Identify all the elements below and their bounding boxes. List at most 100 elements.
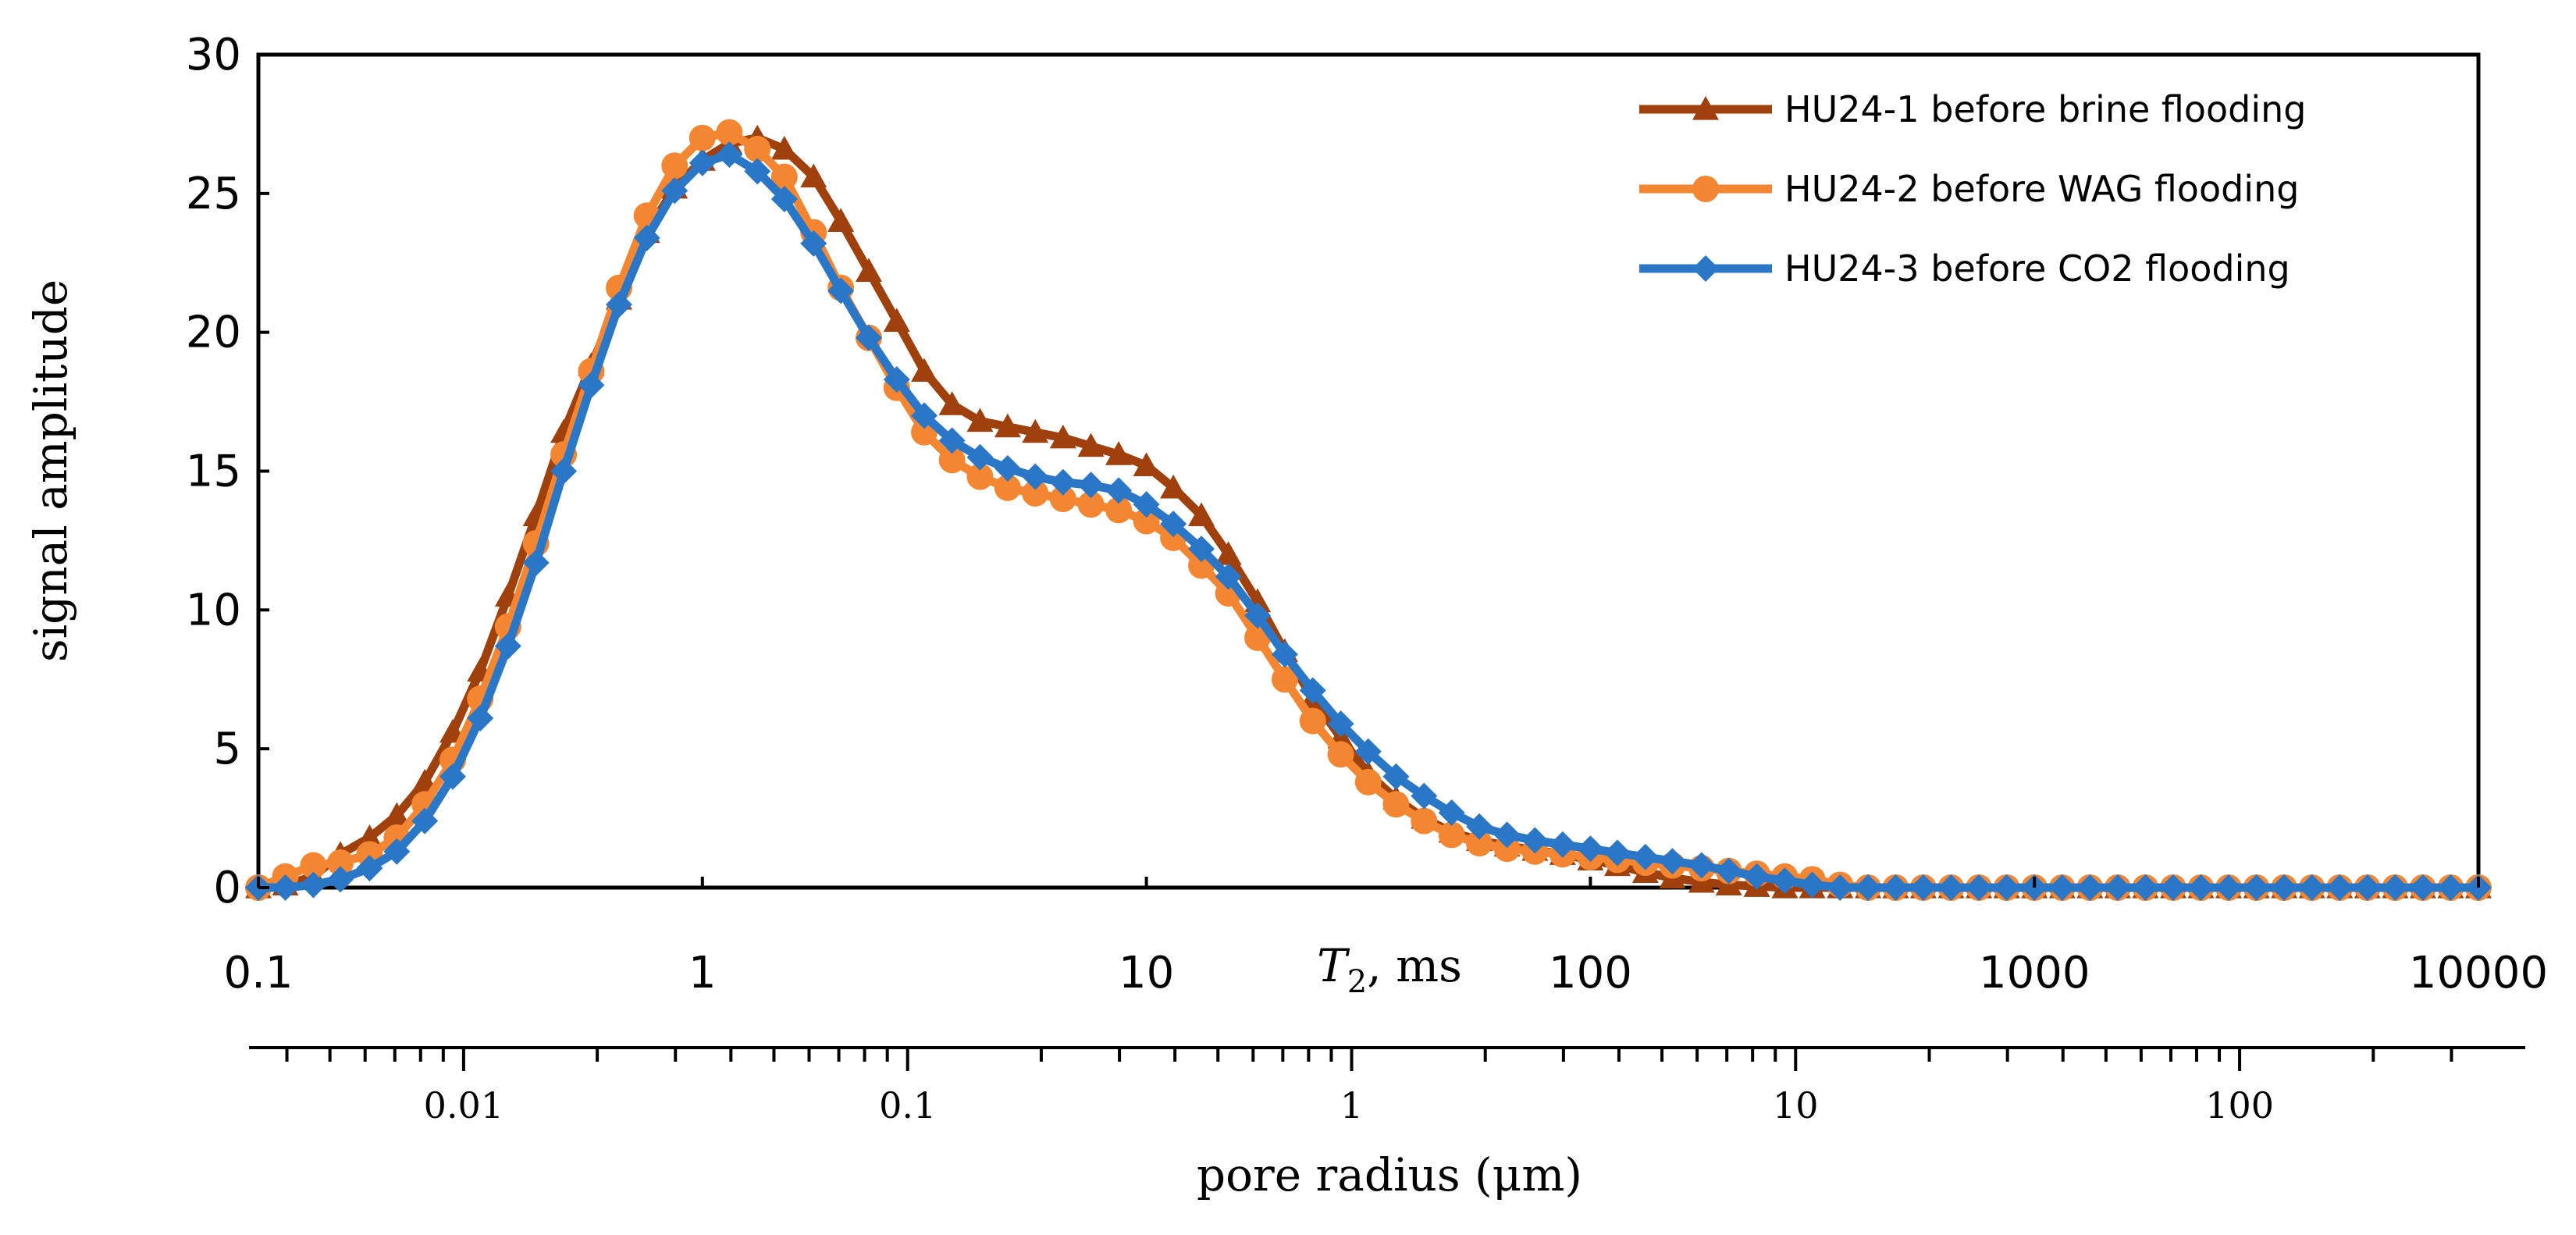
y-tick-label: 15	[186, 447, 241, 497]
data-point-diamond	[1577, 835, 1604, 863]
y-tick-label: 10	[186, 585, 241, 635]
data-point-diamond	[827, 277, 855, 304]
x-tick-label: 0.1	[223, 948, 293, 998]
y-tick-label: 20	[186, 308, 241, 358]
data-point-circle	[661, 152, 688, 180]
data-point-diamond	[661, 177, 688, 205]
x-tick-label: 1000	[1979, 948, 2090, 998]
data-point-diamond	[522, 549, 550, 576]
data-point-triangle	[827, 208, 855, 232]
x-axis-label-t2: T2, ms	[1317, 939, 1462, 1000]
data-point-triangle	[883, 308, 910, 333]
data-point-circle	[1382, 791, 1410, 818]
data-point-diamond	[1743, 863, 1770, 890]
data-point-diamond	[1993, 874, 2020, 901]
data-point-diamond	[383, 838, 411, 865]
data-point-circle	[300, 852, 327, 879]
data-point-triangle	[383, 802, 411, 827]
data-point-triangle	[800, 163, 827, 188]
data-point-triangle	[1160, 474, 1187, 499]
x-tick-label: 1	[688, 948, 717, 998]
data-point-diamond	[1521, 827, 1549, 854]
data-point-diamond	[411, 807, 439, 835]
data-point-triangle	[1692, 96, 1719, 120]
data-point-diamond	[1909, 874, 1937, 901]
data-point-diamond	[1631, 843, 1659, 870]
data-point-circle	[327, 849, 354, 876]
pore-radius-tick-label: 0.01	[424, 1084, 503, 1126]
data-point-circle	[966, 463, 994, 490]
data-point-diamond	[1215, 563, 1242, 590]
data-point-triangle	[1215, 541, 1242, 565]
data-point-circle	[938, 447, 966, 474]
data-point-diamond	[439, 763, 466, 790]
data-point-circle	[1327, 741, 1354, 768]
x-tick-label: 10	[1119, 948, 1174, 998]
data-point-diamond	[1188, 536, 1215, 563]
data-point-circle	[716, 119, 743, 146]
data-point-triangle	[1077, 432, 1105, 457]
data-point-diamond	[911, 402, 938, 429]
data-point-diamond	[1466, 813, 1493, 840]
data-point-diamond	[2215, 874, 2243, 901]
y-tick-label: 5	[213, 724, 241, 774]
data-point-diamond	[1603, 839, 1631, 867]
x-axis-t2: 0.1 1 10 100 1000 10000	[223, 877, 2548, 998]
data-point-triangle	[966, 408, 994, 432]
data-point-triangle	[911, 358, 938, 383]
data-point-diamond	[938, 427, 966, 454]
legend-item-1: HU24-1 before brine flooding	[1639, 88, 2307, 130]
data-point-diamond	[2160, 874, 2187, 901]
data-point-diamond	[2437, 874, 2464, 901]
data-point-diamond	[1493, 821, 1521, 849]
data-point-diamond	[2409, 874, 2436, 901]
data-point-diamond	[1299, 677, 1326, 704]
legend-label: HU24-3 before CO2 flooding	[1784, 247, 2290, 290]
data-point-triangle	[855, 258, 882, 283]
pore-radius-tick-label: 100	[2205, 1084, 2274, 1126]
data-point-diamond	[2382, 874, 2409, 901]
legend: HU24-1 before brine flooding HU24-2 befor…	[1639, 88, 2307, 290]
data-point-diamond	[2271, 874, 2298, 901]
data-point-circle	[1271, 666, 1298, 693]
data-point-triangle	[1022, 418, 1049, 443]
data-point-circle	[1105, 496, 1133, 524]
data-point-triangle	[938, 391, 966, 415]
y-axis-label: signal amplitude	[24, 279, 77, 662]
data-point-diamond	[550, 457, 578, 485]
y-tick-label: 30	[186, 30, 241, 80]
data-point-diamond	[1133, 491, 1160, 518]
data-point-triangle	[1049, 424, 1076, 449]
data-point-diamond	[272, 874, 299, 901]
x-axis-label-t2-sub: 2	[1347, 964, 1367, 1000]
data-point-circle	[1077, 491, 1105, 518]
data-point-diamond	[1715, 857, 1742, 884]
data-point-diamond	[2326, 874, 2354, 901]
data-point-diamond	[1160, 511, 1187, 538]
data-point-diamond	[1855, 874, 1882, 901]
data-point-triangle	[1188, 502, 1215, 527]
data-point-diamond	[2048, 874, 2076, 901]
data-point-diamond	[1411, 782, 1438, 810]
data-point-triangle	[770, 135, 798, 160]
y-tick-label: 0	[213, 863, 241, 913]
data-point-circle	[1692, 176, 1719, 202]
data-point-diamond	[883, 366, 910, 393]
data-point-diamond	[1077, 472, 1105, 499]
data-point-diamond	[1771, 867, 1799, 895]
pore-radius-tick-label: 1	[1340, 1084, 1363, 1126]
x-axis-label-t2-rest: , ms	[1367, 939, 1462, 992]
data-point-diamond	[1692, 255, 1719, 282]
data-point-diamond	[1688, 852, 1715, 879]
legend-item-2: HU24-2 before WAG flooding	[1639, 168, 2299, 210]
x-axis-label-t2-italic: T	[1317, 939, 1350, 992]
data-point-diamond	[1244, 602, 1272, 629]
data-point-diamond	[1799, 871, 1826, 899]
data-point-circle	[1411, 807, 1438, 835]
data-point-diamond	[1937, 874, 1965, 901]
data-point-diamond	[467, 705, 494, 732]
data-point-diamond	[688, 149, 716, 176]
